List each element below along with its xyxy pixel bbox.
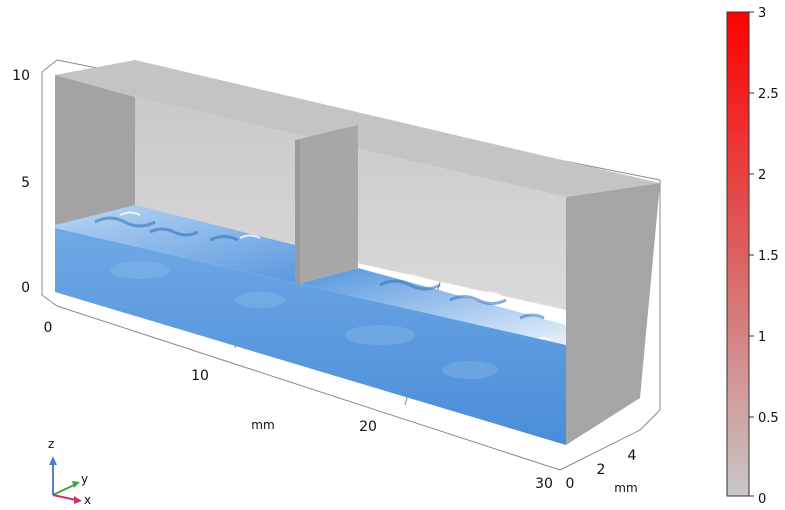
- triad-x-arrowhead: [74, 496, 82, 504]
- colorbar-gradient: [726, 11, 750, 497]
- y-tick-label: 2: [597, 462, 606, 478]
- x-tick-label: 0: [44, 320, 53, 336]
- x-tick-label: 10: [191, 368, 209, 384]
- colorbar-tick-label: 0.5: [758, 411, 779, 426]
- axis-triad: z y x: [48, 437, 91, 507]
- water-front-texture: [110, 261, 498, 379]
- colorbar-tick-label: 1: [758, 330, 766, 345]
- triad-z-arrowhead: [49, 456, 57, 465]
- triad-x-label: x: [84, 493, 91, 507]
- x-axis-ticks: 0 10 20 30: [44, 320, 553, 492]
- triad-y-label: y: [81, 472, 88, 486]
- water-top-surface: [55, 205, 566, 345]
- y-tick-label: 4: [628, 448, 637, 464]
- box-right-wall: [566, 183, 660, 445]
- x-tick-label: 30: [535, 476, 553, 492]
- z-tick-label: 0: [21, 280, 30, 296]
- colorbar-tick-label: 1.5: [758, 249, 779, 264]
- colorbar: 3 2.5 2 1.5 1 0.5 0: [726, 6, 779, 507]
- triad-y-arrowhead: [72, 481, 80, 488]
- box-left-wall: [55, 75, 135, 225]
- triad-x-arrow: [52, 494, 77, 501]
- y-axis-unit: mm: [614, 481, 637, 495]
- colorbar-tick-label: 3: [758, 6, 766, 21]
- y-axis-ticks: 0 2 4: [566, 448, 637, 492]
- triad-z-label: z: [48, 437, 54, 451]
- z-axis-ticks: 10 5 0: [12, 68, 30, 296]
- colorbar-tick-label: 0: [758, 492, 766, 507]
- box-divider-wall: [295, 125, 358, 285]
- box-divider-front: [295, 140, 300, 285]
- x-tick-label: 20: [359, 419, 377, 435]
- triad-y-arrow: [52, 484, 75, 496]
- z-tick-label: 10: [12, 68, 30, 84]
- water-front-face: [55, 228, 566, 445]
- water-ripples: [94, 216, 545, 320]
- y-tick-label: 0: [566, 476, 575, 492]
- colorbar-tick-label: 2: [758, 168, 766, 183]
- colorbar-tick-label: 2.5: [758, 87, 779, 102]
- z-tick-label: 5: [21, 175, 30, 191]
- x-axis-unit: mm: [251, 418, 274, 432]
